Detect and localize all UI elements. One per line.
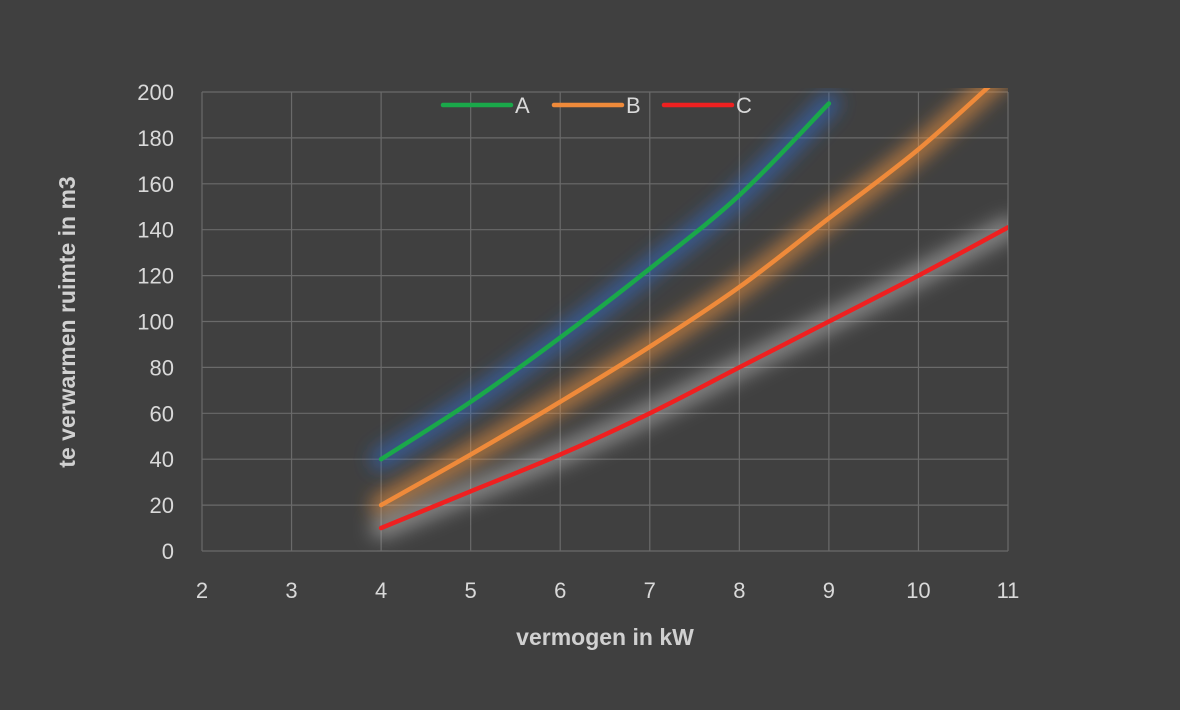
x-axis-ticks: 2 3 4 5 6 7 8 9 10 11 (196, 578, 1020, 603)
x-tick-label: 5 (465, 578, 477, 603)
y-tick-label: 40 (150, 447, 174, 472)
x-tick-label: 4 (375, 578, 387, 603)
x-tick-label: 9 (823, 578, 835, 603)
y-axis-title: te verwarmen ruimte in m3 (54, 176, 80, 467)
x-axis-title: vermogen in kW (516, 624, 694, 650)
series-a-line (378, 101, 832, 462)
x-tick-label: 8 (733, 578, 745, 603)
y-axis-ticks: 0 20 40 60 80 100 120 140 160 180 200 (137, 80, 174, 564)
series-b-line (378, 88, 991, 508)
grid (201, 91, 1009, 552)
legend-a-label: A (515, 93, 530, 118)
y-tick-label: 140 (137, 218, 174, 243)
legend: A B C (440, 93, 752, 118)
x-tick-label: 2 (196, 578, 208, 603)
y-tick-label: 60 (150, 401, 174, 426)
x-tick-label: 11 (997, 578, 1020, 603)
y-tick-label: 100 (137, 310, 174, 335)
legend-c-label: C (736, 93, 752, 118)
y-tick-label: 120 (137, 264, 174, 289)
y-tick-label: 160 (137, 172, 174, 197)
y-tick-label: 0 (162, 539, 174, 564)
x-tick-label: 6 (554, 578, 566, 603)
series-c-line (378, 225, 1008, 531)
y-tick-label: 200 (137, 80, 174, 105)
series-layer (378, 88, 1008, 531)
y-tick-label: 20 (150, 493, 174, 518)
x-tick-label: 10 (906, 578, 930, 603)
legend-b-label: B (626, 93, 641, 118)
y-tick-label: 180 (137, 126, 174, 151)
series-c-glow (370, 216, 1008, 539)
x-tick-label: 7 (644, 578, 656, 603)
x-tick-label: 3 (285, 578, 297, 603)
y-tick-label: 80 (150, 355, 174, 380)
